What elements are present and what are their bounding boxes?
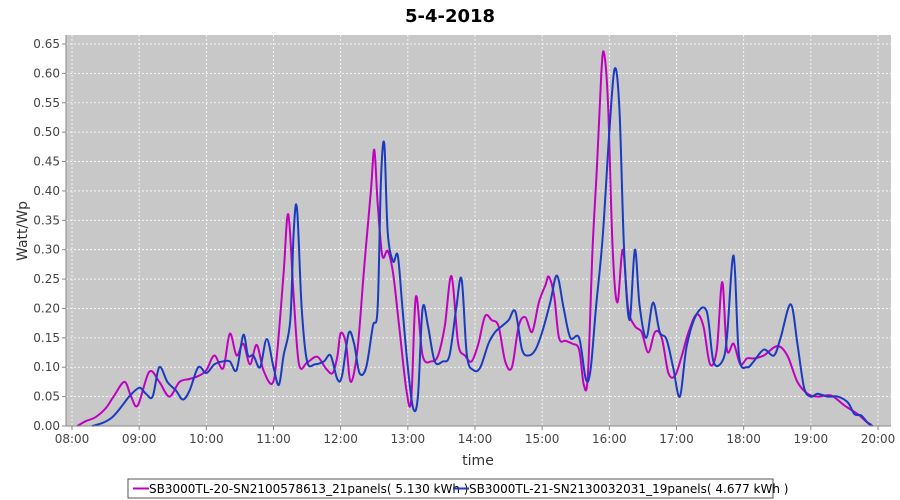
y-tick-label: 0.55 <box>33 96 60 110</box>
x-axis-label: time <box>462 453 494 469</box>
tick-labels: 0.00 0.05 0.10 0.15 0.20 0.25 0.30 0.35 0.40 0.45… <box>33 37 895 446</box>
y-tick-label: 0.60 <box>33 66 60 80</box>
y-tick-label: 0.40 <box>33 184 60 198</box>
x-tick-label: 14:00 <box>458 432 493 446</box>
x-tick-label: 13:00 <box>391 432 426 446</box>
y-tick-label: 0.15 <box>33 331 60 345</box>
x-tick-label: 19:00 <box>794 432 829 446</box>
y-axis-label: Watt/Wp <box>15 201 31 261</box>
series-lines <box>76 50 874 427</box>
grid-lines <box>66 35 891 426</box>
y-tick-label: 0.50 <box>33 125 60 139</box>
x-tick-label: 10:00 <box>189 432 224 446</box>
legend-label-1: SB3000TL-20-SN2100578613_21panels( 5.130… <box>149 482 468 496</box>
y-tick-label: 0.25 <box>33 272 60 286</box>
y-tick-label: 0.10 <box>33 360 60 374</box>
y-tick-label: 0.05 <box>33 390 60 404</box>
x-tick-label: 16:00 <box>592 432 627 446</box>
axes <box>62 35 891 430</box>
y-tick-label: 0.30 <box>33 243 60 257</box>
legend: SB3000TL-20-SN2100578613_21panels( 5.130… <box>127 478 788 499</box>
series-line-2 <box>91 67 874 427</box>
y-tick-label: 0.00 <box>33 419 60 433</box>
x-tick-label: 08:00 <box>55 432 90 446</box>
y-tick-label: 0.35 <box>33 213 60 227</box>
y-tick-label: 0.65 <box>33 37 60 51</box>
legend-box <box>127 478 774 499</box>
x-tick-label: 12:00 <box>323 432 358 446</box>
x-tick-label: 15:00 <box>525 432 560 446</box>
legend-label-2: SB3000TL-21-SN2130032031_19panels( 4.677… <box>469 482 788 496</box>
y-tick-label: 0.20 <box>33 301 60 315</box>
x-tick-label: 20:00 <box>861 432 896 446</box>
x-tick-label: 11:00 <box>256 432 291 446</box>
y-tick-label: 0.45 <box>33 155 60 169</box>
x-tick-label: 17:00 <box>659 432 694 446</box>
x-tick-label: 09:00 <box>122 432 157 446</box>
chart-title: 5-4-2018 <box>405 6 495 27</box>
x-tick-label: 18:00 <box>726 432 761 446</box>
